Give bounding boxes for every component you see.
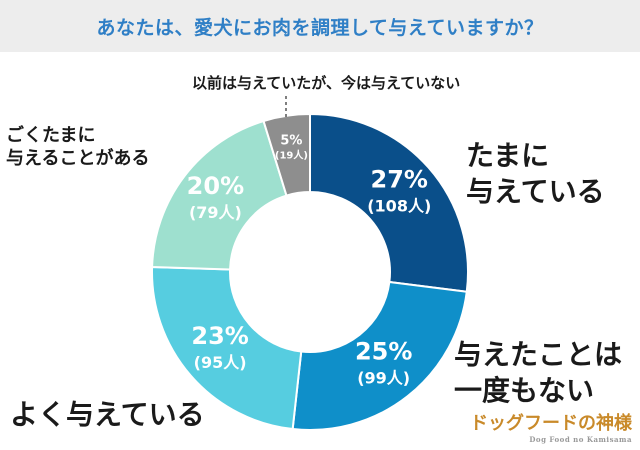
slice-0: [309, 112, 469, 293]
chart-title: あなたは、愛犬にお肉を調理して与えていますか？: [96, 16, 544, 39]
slice-count-3: (79人): [189, 203, 242, 222]
slice-count-4: (19人): [275, 148, 308, 161]
slice-2: [151, 266, 303, 431]
label-often: よく与えている: [10, 398, 205, 431]
slice-3: [151, 119, 288, 271]
brand-logo: ドッグフードの神様 Dog Food no Kamisama: [470, 413, 632, 444]
slice-percent-0: 27%: [371, 165, 428, 193]
slice-percent-3: 20%: [187, 172, 244, 200]
label-rarely: ごくたまに 与えることがある: [6, 125, 150, 170]
slice-percent-1: 25%: [355, 337, 412, 365]
label-never: 与えたことは 一度もない: [454, 338, 623, 408]
slice-4: [262, 112, 311, 197]
slice-percent-2: 23%: [191, 322, 248, 350]
title-bar: あなたは、愛犬にお肉を調理して与えていますか？: [0, 0, 640, 52]
slice-count-0: (108人): [367, 196, 431, 215]
label-sometimes: たまに 与えている: [466, 139, 605, 209]
slice-1: [291, 280, 468, 431]
slice-count-2: (95人): [194, 353, 247, 372]
slice-percent-4: 5%: [280, 133, 302, 148]
label-used-to: 以前は与えていたが、今は与えていない: [192, 74, 461, 92]
slice-count-1: (99人): [357, 368, 410, 387]
